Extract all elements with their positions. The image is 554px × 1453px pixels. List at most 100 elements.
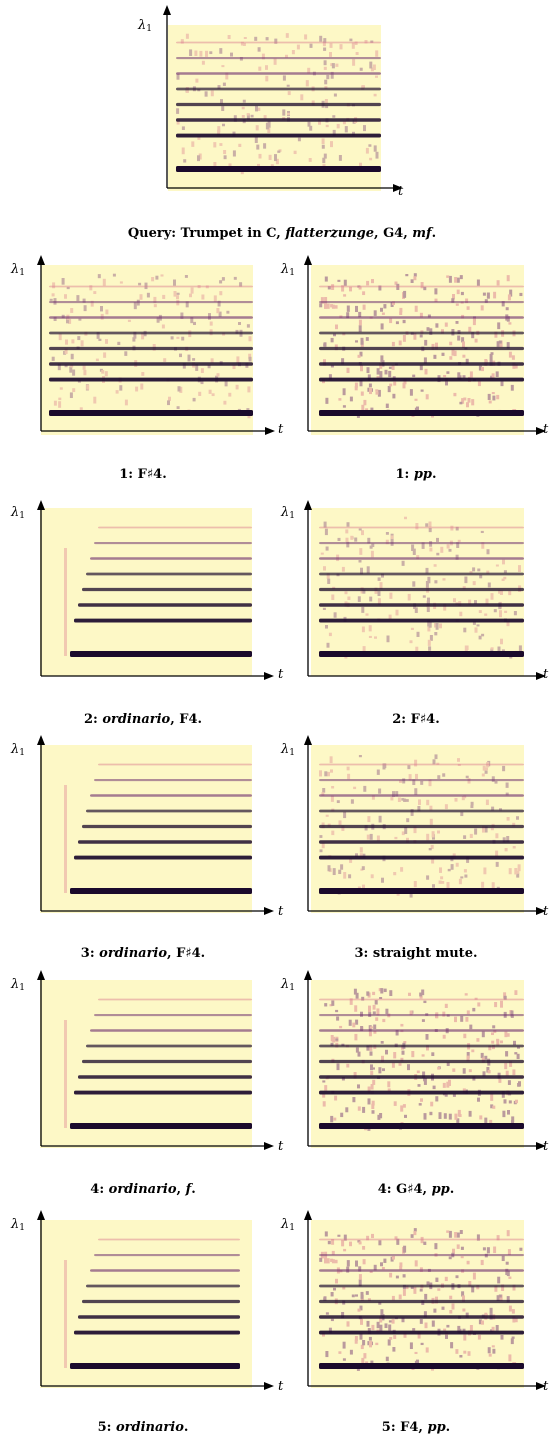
harmonic-band: [319, 1029, 524, 1032]
harmonic-band: [94, 1014, 252, 1016]
harmonic-band: [74, 619, 252, 623]
harmonic-band: [319, 651, 524, 657]
harmonic-band: [176, 103, 381, 106]
y-axis-label: λ1: [11, 263, 25, 278]
caption-1b: 1: pp.: [395, 467, 436, 482]
harmonic-band: [319, 1239, 524, 1241]
harmonic-band: [176, 134, 381, 138]
harmonic-band: [82, 588, 252, 591]
panel-5b: λ1 t: [278, 1210, 554, 1400]
harmonic-band: [319, 603, 524, 607]
caption-5a: 5: ordinario.: [98, 1420, 189, 1435]
panel-5a: λ1 t: [8, 1210, 293, 1400]
harmonic-band: [319, 888, 524, 894]
y-axis-label: λ1: [281, 1218, 295, 1233]
y-axis-label: λ1: [281, 743, 295, 758]
spectrogram-5b: [278, 1210, 554, 1400]
harmonic-band: [82, 1060, 252, 1063]
harmonic-band: [319, 1075, 524, 1079]
harmonic-band: [319, 527, 524, 529]
harmonic-band: [319, 1315, 524, 1319]
panel-3b: λ1 t: [278, 735, 554, 925]
harmonic-band: [319, 347, 524, 350]
harmonic-band: [319, 764, 524, 766]
x-axis-label: t: [543, 423, 548, 436]
y-axis-arrow: [304, 1210, 312, 1220]
caption-4b: 4: G♯4, pp.: [378, 1182, 455, 1197]
harmonic-band: [49, 347, 253, 350]
harmonic-band: [319, 825, 524, 828]
x-axis-label: t: [398, 185, 403, 198]
panel-1a: λ1 t: [8, 255, 293, 445]
spectrogram-4b: [278, 970, 554, 1160]
y-axis-label: λ1: [11, 743, 25, 758]
onset-smear: [64, 785, 67, 893]
harmonic-band: [176, 118, 381, 122]
spectrogram-background: [40, 508, 252, 676]
harmonic-band: [74, 1091, 252, 1095]
y-axis-arrow: [304, 735, 312, 745]
y-axis-arrow: [163, 5, 171, 15]
harmonic-band: [319, 1014, 524, 1016]
harmonic-band: [49, 301, 253, 303]
onset-smear: [64, 548, 67, 656]
caption-3a: 3: ordinario, F♯4.: [81, 946, 205, 961]
spectrogram-1a: [8, 255, 293, 445]
harmonic-band: [78, 1075, 252, 1079]
x-axis-label: t: [543, 1380, 548, 1393]
y-axis-label: λ1: [281, 506, 295, 521]
harmonic-band: [319, 840, 524, 844]
harmonic-band: [319, 1254, 524, 1256]
harmonic-band: [319, 286, 524, 288]
harmonic-band: [70, 651, 252, 657]
harmonic-band: [70, 888, 252, 894]
x-axis-label: t: [543, 905, 548, 918]
harmonic-band: [98, 764, 252, 766]
y-axis-arrow: [37, 970, 45, 980]
x-axis-arrow: [264, 1142, 274, 1150]
harmonic-band: [319, 619, 524, 623]
harmonic-band: [90, 1269, 240, 1272]
harmonic-band: [176, 88, 381, 91]
x-axis-arrow: [265, 427, 275, 435]
harmonic-band: [319, 1091, 524, 1095]
harmonic-band: [319, 588, 524, 591]
harmonic-band: [90, 794, 252, 797]
harmonic-band: [319, 779, 524, 781]
harmonic-band: [78, 1315, 240, 1319]
y-axis-arrow: [304, 500, 312, 510]
panel-3a: λ1 t: [8, 735, 293, 925]
harmonic-band: [49, 362, 253, 366]
caption-1a: 1: F♯4.: [119, 467, 166, 482]
x-axis-arrow: [264, 672, 274, 680]
y-axis-arrow: [304, 970, 312, 980]
y-axis-label: λ1: [138, 19, 152, 34]
y-axis-arrow: [37, 1210, 45, 1220]
harmonic-band: [176, 42, 381, 44]
harmonic-band: [74, 856, 252, 860]
harmonic-band: [319, 1045, 524, 1048]
spectrogram-2b: [278, 500, 554, 690]
spectrogram-4a: [8, 970, 293, 1160]
spectrogram-background: [40, 980, 252, 1148]
panel-4b: λ1 t: [278, 970, 554, 1160]
y-axis-arrow: [37, 255, 45, 265]
harmonic-band: [86, 810, 252, 813]
harmonic-band: [319, 794, 524, 797]
harmonic-band: [82, 825, 252, 828]
harmonic-band: [319, 573, 524, 576]
spectrogram-1b: [278, 255, 554, 445]
harmonic-band: [74, 1331, 240, 1335]
spectrogram-3b: [278, 735, 554, 925]
harmonic-band: [49, 286, 253, 288]
harmonic-band: [319, 999, 524, 1001]
harmonic-band: [90, 557, 252, 560]
harmonic-band: [49, 316, 253, 319]
harmonic-band: [319, 362, 524, 366]
harmonic-band: [78, 840, 252, 844]
harmonic-band: [319, 542, 524, 544]
harmonic-band: [319, 856, 524, 860]
harmonic-band: [98, 527, 252, 529]
harmonic-band: [90, 1029, 252, 1032]
y-axis-label: λ1: [11, 1218, 25, 1233]
